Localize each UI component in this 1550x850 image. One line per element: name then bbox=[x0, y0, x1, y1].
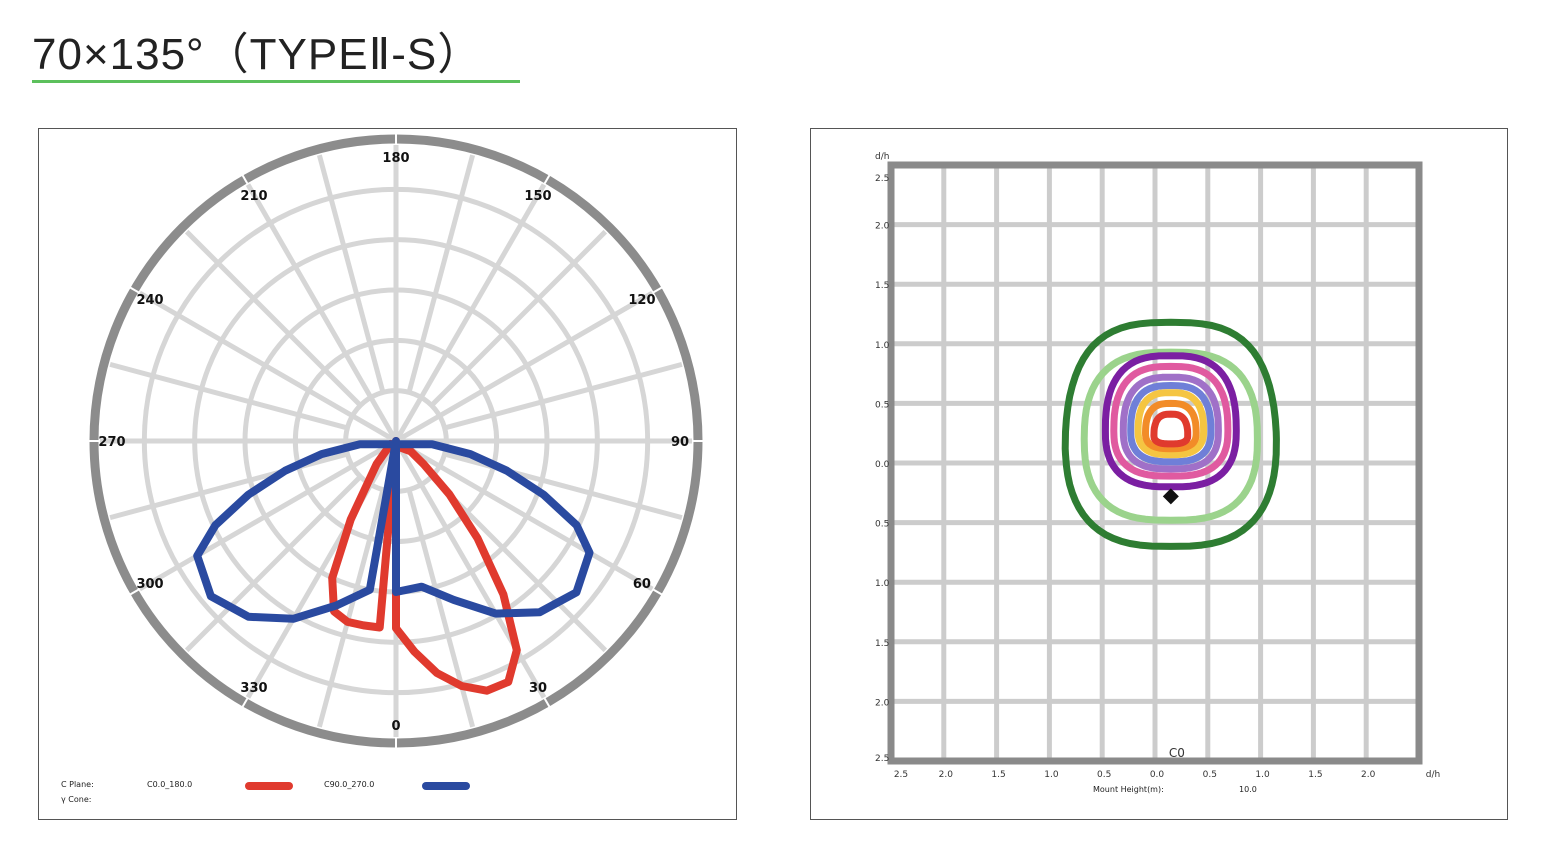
luminaire-marker bbox=[1162, 488, 1179, 505]
iso-y-tick: 2.0 bbox=[875, 222, 890, 232]
polar-spoke bbox=[406, 154, 476, 394]
iso-x-tick: 0.5 bbox=[1097, 770, 1111, 780]
polar-angle-label: 210 bbox=[240, 189, 267, 204]
iso-contour bbox=[1134, 389, 1208, 459]
iso-x-tick: 2.0 bbox=[1361, 770, 1376, 780]
polar-spoke bbox=[138, 438, 398, 592]
iso-x-tick: 1.0 bbox=[1255, 770, 1270, 780]
iso-x-tick: 1.5 bbox=[991, 770, 1005, 780]
iso-y-unit: d/h bbox=[875, 152, 889, 162]
polar-angle-label: 180 bbox=[382, 151, 409, 166]
polar-spoke bbox=[245, 183, 399, 443]
legend-series-label: C0.0_180.0 bbox=[147, 780, 192, 789]
iso-contour bbox=[1061, 318, 1280, 550]
polar-spoke bbox=[316, 488, 386, 728]
iso-x-tick: 1.0 bbox=[1044, 770, 1059, 780]
polar-rim-notch bbox=[543, 697, 551, 708]
polar-angle-label: 30 bbox=[529, 681, 547, 696]
isolux-chart: d/h 2.5 2.0 1.5 1.0 0.5 0.0 0.5 1.0 1.5 2.0 2.5 2.5 2… bbox=[875, 152, 1440, 794]
iso-contour bbox=[1080, 348, 1261, 524]
iso-x-tick: 2.0 bbox=[939, 770, 954, 780]
polar-spoke bbox=[184, 474, 363, 653]
polar-spoke bbox=[109, 361, 349, 431]
polar-angle-label: 120 bbox=[628, 293, 655, 308]
polar-spoke bbox=[138, 290, 398, 444]
polar-spoke bbox=[316, 154, 386, 394]
polar-angle-label: 0 bbox=[391, 719, 400, 734]
polar-series-c0-180 bbox=[328, 437, 521, 695]
isolux-chart-panel: d/h 2.5 2.0 1.5 1.0 0.5 0.0 0.5 1.0 1.5 2.0 2.5 2.5 2… bbox=[810, 128, 1508, 820]
iso-contour bbox=[1119, 373, 1222, 473]
polar-spoke bbox=[443, 361, 683, 431]
polar-series-c90-270 bbox=[193, 437, 594, 623]
polar-angle-label: 150 bbox=[524, 189, 551, 204]
iso-plane-label: C0 bbox=[1169, 746, 1185, 760]
polar-rim-notch bbox=[129, 588, 140, 596]
iso-contour bbox=[1110, 362, 1232, 480]
polar-rim-notch bbox=[241, 697, 249, 708]
iso-contour bbox=[1127, 382, 1215, 466]
polar-rim-notch bbox=[241, 174, 249, 185]
iso-plot-frame bbox=[887, 161, 1423, 765]
polar-angle-label: 330 bbox=[240, 681, 267, 696]
iso-y-tick: 1.0 bbox=[875, 579, 890, 589]
mount-height-value: 10.0 bbox=[1239, 785, 1257, 794]
polar-spoke bbox=[394, 290, 654, 444]
title-underline bbox=[32, 80, 520, 83]
iso-y-tick: 0.5 bbox=[875, 520, 889, 530]
polar-angle-label: 60 bbox=[633, 577, 651, 592]
polar-spoke bbox=[429, 229, 608, 408]
page-title: 70×135°（TYPEⅡ-S） bbox=[32, 30, 483, 79]
iso-x-tick: 1.5 bbox=[1308, 770, 1322, 780]
iso-y-tick: 2.5 bbox=[875, 174, 889, 184]
legend-cone-label: γ Cone: bbox=[61, 795, 91, 804]
polar-angle-label: 270 bbox=[98, 435, 125, 450]
iso-x-tick: 0.5 bbox=[1203, 770, 1217, 780]
polar-rim-notch bbox=[543, 174, 551, 185]
iso-contour bbox=[1142, 399, 1200, 453]
polar-spoke bbox=[393, 183, 547, 443]
iso-contour bbox=[1150, 410, 1192, 448]
polar-chart-panel: 180 150 120 90 60 30 0 330 300 270 240 210 C Plane: γ… bbox=[38, 128, 737, 820]
polar-rim-notch bbox=[129, 286, 140, 294]
polar-rim-notch bbox=[652, 588, 663, 596]
polar-angle-label: 90 bbox=[671, 435, 689, 450]
iso-x-unit: d/h bbox=[1426, 770, 1440, 780]
iso-y-tick: 1.5 bbox=[875, 639, 889, 649]
iso-contour bbox=[1101, 352, 1240, 491]
polar-rim-notch bbox=[652, 286, 663, 294]
iso-y-tick: 1.5 bbox=[875, 281, 889, 291]
polar-spoke bbox=[184, 229, 363, 408]
iso-y-tick: 2.5 bbox=[875, 754, 889, 764]
iso-y-tick: 0.0 bbox=[875, 460, 890, 470]
iso-x-tick: 0.0 bbox=[1150, 770, 1165, 780]
legend-series-label: C90.0_270.0 bbox=[324, 780, 374, 789]
iso-y-tick: 0.5 bbox=[875, 400, 889, 410]
polar-spoke bbox=[394, 438, 654, 592]
iso-x-tick: 2.5 bbox=[894, 770, 908, 780]
legend-c-plane-label: C Plane: bbox=[61, 780, 94, 789]
polar-angle-label: 300 bbox=[136, 577, 163, 592]
iso-y-tick: 2.0 bbox=[875, 698, 890, 708]
iso-y-tick: 1.0 bbox=[875, 341, 890, 351]
polar-angle-label: 240 bbox=[136, 293, 163, 308]
mount-height-label: Mount Height(m): bbox=[1093, 785, 1164, 794]
